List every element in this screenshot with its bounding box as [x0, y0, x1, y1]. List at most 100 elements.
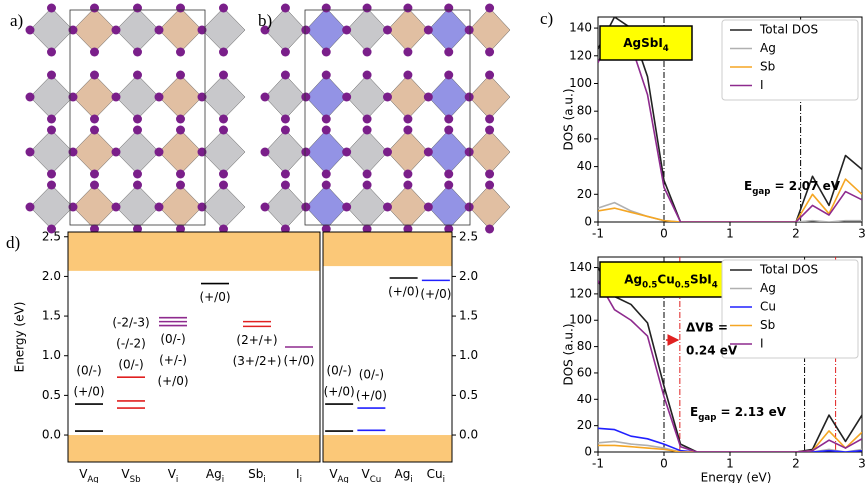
- shift-annotation: ΔVB =: [686, 321, 728, 335]
- y-tick-label: 60: [577, 365, 592, 379]
- octahedron: [428, 8, 469, 52]
- atom: [133, 4, 142, 13]
- atom: [47, 126, 56, 135]
- atom: [301, 93, 310, 102]
- octahedron: [30, 75, 73, 119]
- atom: [444, 4, 453, 13]
- chart-title-part: 4: [712, 280, 718, 290]
- atom: [261, 93, 270, 102]
- gap-annotation-part: gap: [698, 413, 716, 423]
- x-tick-label-part: Cu: [370, 475, 382, 483]
- figure: a) b) c) d) 020406080100120140-10123DOS …: [0, 0, 866, 483]
- x-tick-label-part: Ag: [338, 475, 349, 483]
- atom: [485, 71, 494, 80]
- atom: [155, 148, 164, 157]
- atom: [90, 115, 99, 124]
- x-tick-label: Agi: [395, 467, 413, 483]
- atom: [281, 181, 290, 190]
- atom: [424, 148, 433, 157]
- conduction-band: [323, 232, 452, 266]
- atom: [465, 26, 474, 35]
- x-tick-label: 3: [858, 227, 866, 241]
- atom: [281, 4, 290, 13]
- atom: [363, 170, 372, 179]
- atom: [424, 26, 433, 35]
- y-tick-label: 1.5: [459, 309, 478, 323]
- atom: [363, 4, 372, 13]
- x-tick-label: 2: [792, 457, 800, 471]
- octahedron: [30, 130, 73, 174]
- chart-title-part: 0.5: [675, 280, 690, 290]
- y-axis-label: DOS (a.u.): [562, 88, 576, 150]
- x-tick-label: -1: [592, 227, 604, 241]
- x-tick-label: 3: [858, 457, 866, 471]
- transition-label: (-2/-3): [112, 316, 149, 330]
- atom: [219, 170, 228, 179]
- y-tick-label: 0.0: [459, 428, 478, 442]
- x-tick-label: -1: [592, 457, 604, 471]
- x-tick-label-part: i: [410, 475, 412, 483]
- atom: [261, 203, 270, 212]
- octahedron: [30, 185, 73, 229]
- x-tick-label: Vi: [168, 467, 179, 483]
- octahedron: [73, 130, 116, 174]
- y-tick-label: 1.0: [42, 348, 61, 362]
- octahedron: [202, 185, 245, 229]
- y-tick-label: 0: [584, 445, 592, 459]
- octahedron: [469, 8, 510, 52]
- y-tick-label: 2.0: [42, 269, 61, 283]
- atom: [219, 126, 228, 135]
- atom: [133, 170, 142, 179]
- octahedron: [428, 75, 469, 119]
- atom: [403, 48, 412, 57]
- atom: [90, 48, 99, 57]
- atom: [301, 26, 310, 35]
- y-tick-label: 80: [577, 104, 592, 118]
- atom: [219, 115, 228, 124]
- atom: [403, 4, 412, 13]
- atom: [383, 203, 392, 212]
- octahedron: [159, 185, 202, 229]
- x-tick-label: 1: [726, 457, 734, 471]
- plot-frame: [323, 232, 452, 462]
- atom: [281, 126, 290, 135]
- atom: [444, 48, 453, 57]
- atom: [47, 48, 56, 57]
- y-tick-label: 60: [577, 131, 592, 145]
- panel-label: b): [258, 11, 272, 30]
- atom: [403, 115, 412, 124]
- atom: [403, 181, 412, 190]
- atom: [133, 115, 142, 124]
- atom: [112, 93, 121, 102]
- y-tick-label: 40: [577, 392, 592, 406]
- atom: [363, 48, 372, 57]
- y-tick-label: 2.5: [459, 229, 478, 243]
- x-tick-label-part: i: [222, 475, 224, 483]
- chart-title-part: AgSbI: [623, 36, 663, 50]
- y-tick-label: 0.5: [42, 388, 61, 402]
- atom: [155, 203, 164, 212]
- atom: [403, 170, 412, 179]
- x-tick-label: Sbi: [248, 467, 266, 483]
- x-tick-label-part: i: [443, 475, 445, 483]
- atom: [342, 203, 351, 212]
- octahedron: [388, 75, 429, 119]
- x-tick-label: VCu: [362, 467, 382, 483]
- y-tick-label: 100: [569, 76, 592, 90]
- x-tick-label: Ii: [296, 467, 302, 483]
- atom: [176, 170, 185, 179]
- atom: [281, 71, 290, 80]
- atom: [485, 115, 494, 124]
- x-tick-label-part: Ag: [395, 467, 411, 481]
- atom: [383, 93, 392, 102]
- atom: [155, 26, 164, 35]
- chart-title-part: Cu: [657, 272, 674, 286]
- atom: [322, 48, 331, 57]
- atom: [47, 181, 56, 190]
- y-axis-label: Energy (eV): [13, 302, 27, 373]
- atom: [26, 203, 35, 212]
- x-tick-label-part: Sb: [248, 467, 263, 481]
- octahedron: [265, 130, 306, 174]
- x-tick-label-part: i: [300, 475, 302, 483]
- atom: [363, 126, 372, 135]
